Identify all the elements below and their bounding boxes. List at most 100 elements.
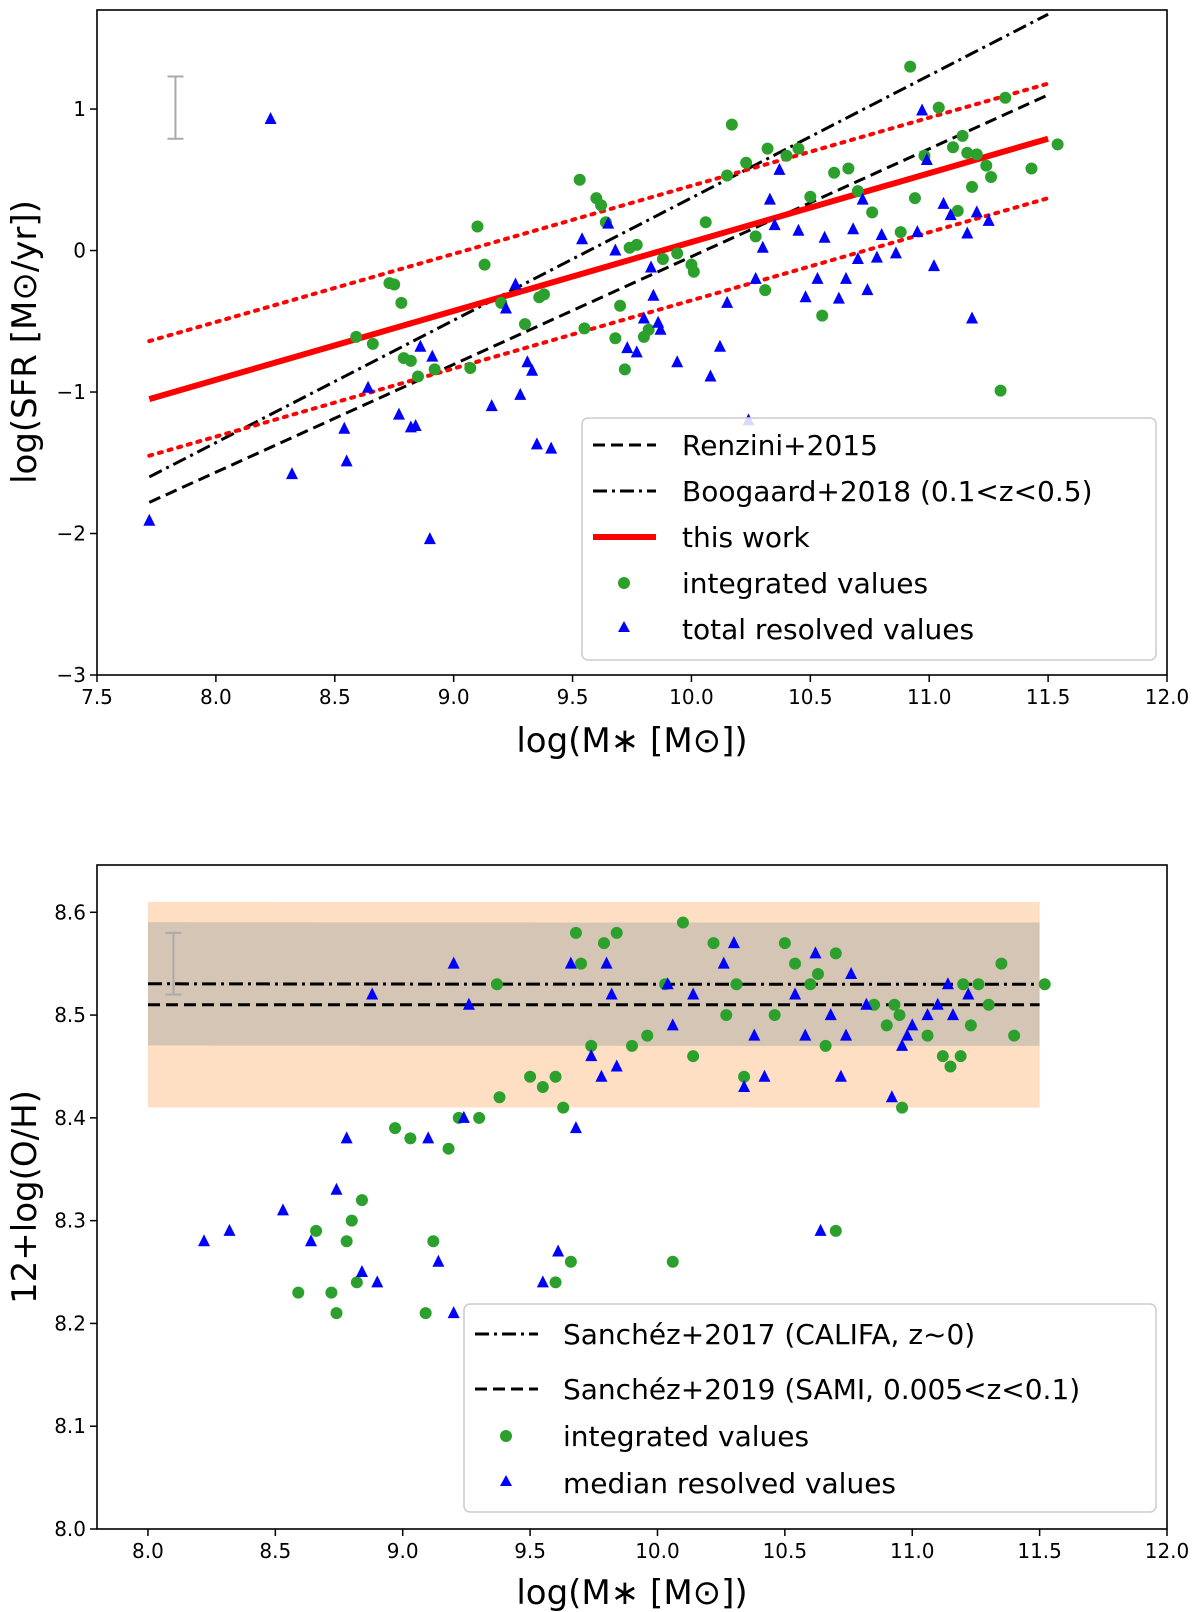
bottom-point-resolved bbox=[834, 1069, 847, 1082]
bottom-point-resolved bbox=[366, 987, 379, 1000]
bottom-x-tick-label: 11.0 bbox=[890, 1539, 935, 1563]
legend-label-renzini: Renzini+2015 bbox=[682, 429, 878, 462]
top-data-points bbox=[143, 60, 1064, 545]
sfr-mass-panel: 7.5 8.0 8.5 9.0 9.5 10.0 10.5 11.0 11.5 12.0 −3 −2… bbox=[5, 9, 1189, 761]
top-point-integrated bbox=[851, 185, 864, 198]
bottom-point-integrated bbox=[778, 937, 791, 950]
bottom-point-resolved bbox=[717, 956, 730, 969]
bottom-legend-box bbox=[463, 1303, 1157, 1513]
top-error-bar bbox=[167, 75, 184, 140]
top-y-axis-label: log(SFR [M⊙/yr]) bbox=[5, 200, 45, 484]
top-point-resolved bbox=[966, 311, 979, 324]
top-point-integrated bbox=[404, 354, 417, 367]
top-point-integrated bbox=[721, 169, 734, 182]
bottom-x-tick-label: 11.5 bbox=[1017, 1539, 1062, 1563]
top-point-integrated bbox=[671, 247, 684, 260]
bottom-point-integrated bbox=[626, 1039, 638, 1052]
bottom-point-integrated bbox=[819, 1039, 832, 1052]
bottom-point-integrated bbox=[789, 957, 802, 970]
legend-label-integrated-bottom: integrated values bbox=[563, 1420, 809, 1453]
top-point-integrated bbox=[759, 284, 772, 297]
legend-label-sanchez2019: Sanchéz+2019 (SAMI, 0.005<z<0.1) bbox=[563, 1373, 1080, 1406]
top-point-resolved bbox=[840, 271, 852, 284]
top-line-4 bbox=[147, 196, 1051, 458]
bottom-point-resolved bbox=[585, 1049, 598, 1062]
top-point-integrated bbox=[904, 60, 917, 73]
top-point-integrated bbox=[699, 216, 712, 229]
top-point-integrated bbox=[749, 230, 762, 243]
top-x-ticks: 7.5 8.0 8.5 9.0 9.5 10.0 10.5 11.0 11.5 12.0 bbox=[81, 675, 1189, 709]
top-x-tick-label: 9.0 bbox=[438, 685, 470, 709]
bottom-point-integrated bbox=[427, 1235, 440, 1248]
top-point-integrated bbox=[519, 318, 531, 331]
top-point-integrated bbox=[780, 149, 793, 162]
bottom-point-integrated bbox=[804, 978, 817, 991]
top-point-resolved bbox=[514, 387, 527, 400]
top-point-resolved bbox=[362, 380, 375, 393]
top-point-integrated bbox=[816, 309, 829, 322]
top-point-integrated bbox=[395, 296, 408, 309]
top-point-resolved bbox=[889, 246, 902, 259]
bottom-point-integrated bbox=[707, 937, 720, 950]
legend-label-this-work: this work bbox=[682, 521, 811, 554]
top-point-integrated bbox=[994, 384, 1007, 397]
top-point-resolved bbox=[856, 192, 869, 205]
bottom-point-resolved bbox=[758, 1069, 771, 1082]
bottom-point-integrated bbox=[888, 998, 901, 1011]
legend-label-median-resolved: median resolved values bbox=[563, 1467, 896, 1500]
bottom-point-integrated bbox=[549, 1276, 562, 1289]
bottom-point-resolved bbox=[610, 1059, 623, 1072]
bottom-point-resolved bbox=[799, 1028, 812, 1041]
bottom-point-integrated bbox=[982, 998, 995, 1011]
top-point-resolved bbox=[530, 437, 543, 450]
bottom-point-resolved bbox=[330, 1182, 343, 1195]
bottom-point-integrated bbox=[768, 1009, 781, 1022]
top-point-resolved bbox=[763, 192, 776, 205]
bottom-y-tick-label: 8.6 bbox=[54, 900, 86, 924]
top-point-resolved bbox=[143, 513, 156, 526]
bottom-point-integrated bbox=[944, 1060, 957, 1073]
bottom-point-resolved bbox=[198, 1234, 210, 1247]
top-plot-frame bbox=[96, 9, 1168, 676]
top-point-resolved bbox=[756, 240, 769, 253]
top-point-integrated bbox=[866, 206, 879, 219]
top-line-1 bbox=[148, 12, 1049, 479]
top-point-integrated bbox=[464, 361, 477, 374]
top-point-resolved bbox=[526, 363, 539, 376]
bottom-point-resolved bbox=[355, 1265, 368, 1278]
bottom-y-tick-label: 8.3 bbox=[54, 1209, 86, 1233]
top-y-ticks: −3 −2 −1 0 1 bbox=[57, 97, 97, 687]
bottom-point-integrated bbox=[490, 978, 503, 991]
bottom-legend: Sanchéz+2017 (CALIFA, z~0) Sanchéz+2019 … bbox=[463, 1303, 1157, 1513]
bottom-point-integrated bbox=[610, 926, 623, 939]
top-point-integrated bbox=[366, 337, 379, 350]
top-point-resolved bbox=[799, 290, 812, 303]
top-x-tick-label: 10.5 bbox=[788, 685, 833, 709]
top-point-integrated bbox=[412, 370, 424, 383]
top-point-resolved bbox=[576, 232, 589, 245]
bottom-point-resolved bbox=[305, 1234, 317, 1247]
legend-marker-integrated bbox=[618, 577, 630, 589]
top-point-resolved bbox=[961, 226, 974, 239]
top-point-integrated bbox=[573, 173, 586, 186]
bottom-x-tick-label: 8.5 bbox=[259, 1539, 291, 1563]
top-point-resolved bbox=[713, 339, 726, 352]
legend-label-sanchez2017: Sanchéz+2017 (CALIFA, z~0) bbox=[563, 1318, 975, 1351]
bottom-point-resolved bbox=[462, 997, 475, 1010]
top-point-resolved bbox=[645, 260, 658, 273]
bottom-point-integrated bbox=[597, 937, 610, 950]
top-point-integrated bbox=[471, 220, 484, 233]
bottom-point-integrated bbox=[829, 947, 842, 960]
top-x-tick-label: 8.5 bbox=[319, 685, 351, 709]
top-point-integrated bbox=[725, 118, 738, 131]
bottom-y-tick-label: 8.4 bbox=[54, 1106, 86, 1130]
metallicity-mass-panel: 8.0 8.5 9.0 9.5 10.0 10.5 11.0 11.5 12.0 8.08.18… bbox=[5, 864, 1189, 1612]
bottom-point-resolved bbox=[600, 956, 613, 969]
bottom-y-ticks: 8.0 8.1 8.2 8.3 8.4 8.5 8.6 bbox=[54, 900, 97, 1541]
bottom-point-resolved bbox=[845, 966, 858, 979]
bottom-point-integrated bbox=[666, 1255, 679, 1268]
top-point-integrated bbox=[932, 101, 945, 114]
bottom-plot-frame bbox=[96, 864, 1168, 1530]
top-point-resolved bbox=[637, 311, 650, 324]
